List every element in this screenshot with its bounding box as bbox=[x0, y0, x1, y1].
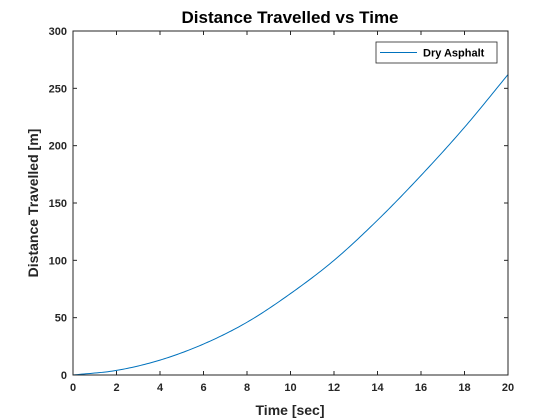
legend: Dry Asphalt bbox=[375, 41, 498, 64]
x-tick-label: 12 bbox=[328, 382, 340, 394]
y-axis-label: Distance Travelled [m] bbox=[25, 129, 41, 278]
chart-title: Distance Travelled vs Time bbox=[181, 8, 398, 27]
x-tick-label: 8 bbox=[244, 382, 250, 394]
x-axis: 0 2 4 6 8 10 12 14 16 18 20 bbox=[70, 31, 514, 394]
y-tick-label: 50 bbox=[55, 313, 67, 325]
y-tick-label: 250 bbox=[49, 83, 67, 95]
plot-background bbox=[73, 31, 508, 375]
series-layer bbox=[72, 74, 509, 376]
x-tick-label: 16 bbox=[415, 382, 427, 394]
series-line-dry-asphalt bbox=[72, 74, 509, 376]
x-tick-label: 6 bbox=[200, 382, 206, 394]
legend-box bbox=[375, 41, 498, 64]
y-tick-label: 0 bbox=[61, 370, 67, 382]
y-tick-label: 300 bbox=[49, 26, 67, 38]
x-tick-label: 20 bbox=[502, 382, 514, 394]
x-axis-label: Time [sec] bbox=[256, 402, 325, 418]
y-tick-label: 100 bbox=[49, 255, 67, 267]
x-tick-label: 10 bbox=[284, 382, 296, 394]
x-tick-label: 0 bbox=[70, 382, 76, 394]
x-tick-label: 2 bbox=[113, 382, 119, 394]
y-tick-label: 200 bbox=[49, 141, 67, 153]
x-tick-label: 4 bbox=[157, 382, 164, 394]
y-tick-label: 150 bbox=[49, 198, 67, 210]
x-tick-label: 18 bbox=[458, 382, 470, 394]
y-axis: 0 50 100 150 200 250 300 bbox=[49, 26, 508, 382]
x-tick-label: 14 bbox=[371, 382, 384, 394]
plot-area: 0 2 4 6 8 10 12 14 16 18 20 0 50 100 150 200 250 300 bbox=[49, 26, 514, 394]
legend-label-dry-asphalt: Dry Asphalt bbox=[423, 48, 485, 60]
